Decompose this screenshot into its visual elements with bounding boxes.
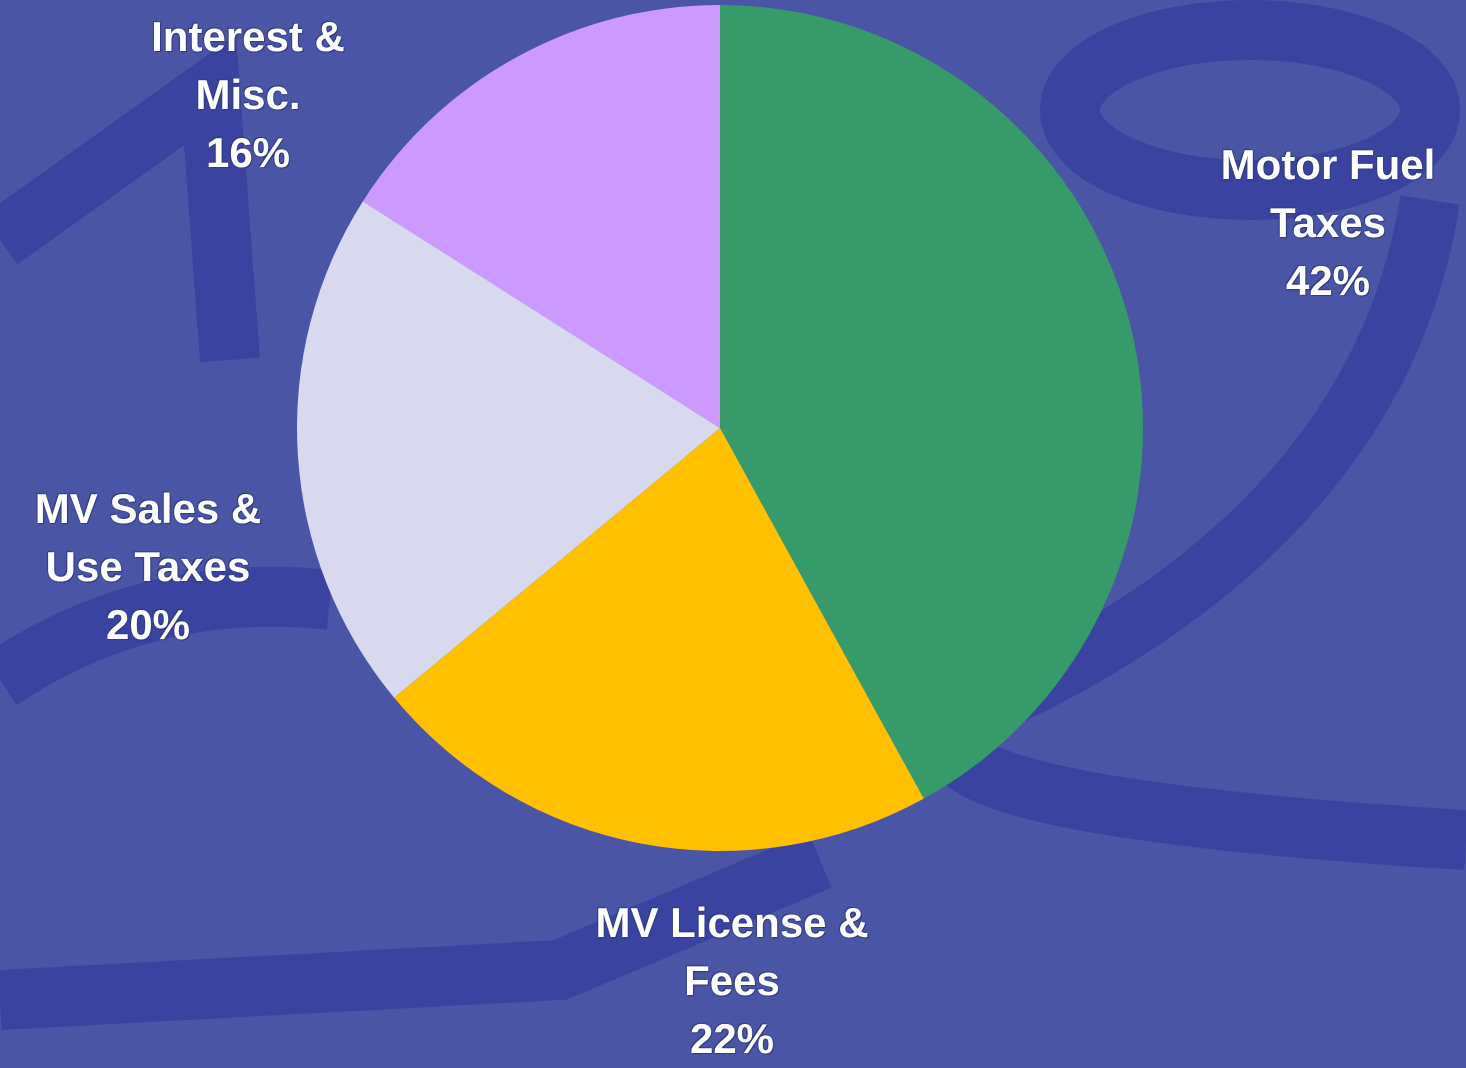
pie bbox=[297, 5, 1143, 851]
category-label: Interest & Misc. bbox=[118, 8, 378, 124]
value-label: 22% bbox=[562, 1010, 902, 1068]
page: Motor Fuel Taxes42%MV License & Fees22%M… bbox=[0, 0, 1466, 1060]
value-label: 20% bbox=[8, 596, 288, 654]
value-label: 42% bbox=[1193, 252, 1463, 310]
slice-label: Interest & Misc.16% bbox=[118, 8, 378, 182]
category-label: MV Sales & Use Taxes bbox=[8, 480, 288, 596]
category-label: MV License & Fees bbox=[562, 894, 902, 1010]
value-label: 16% bbox=[118, 124, 378, 182]
category-label: Motor Fuel Taxes bbox=[1193, 136, 1463, 252]
